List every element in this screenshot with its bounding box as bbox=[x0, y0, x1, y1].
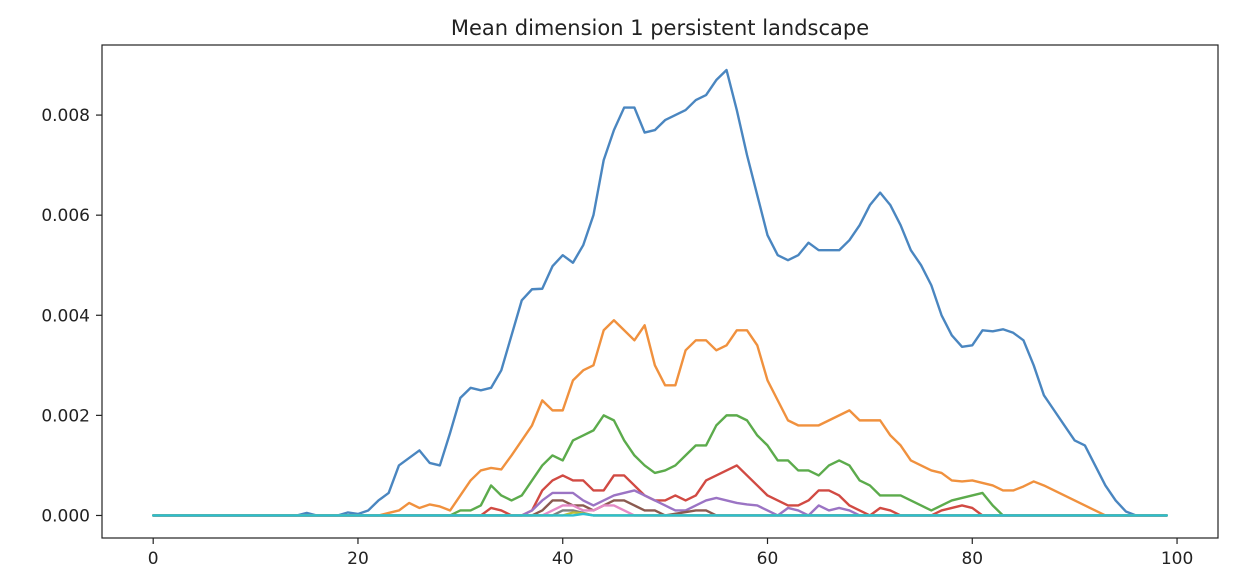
y-tick-label: 0.004 bbox=[41, 306, 90, 326]
series-line-2 bbox=[151, 319, 1169, 517]
chart-title: Mean dimension 1 persistent landscape bbox=[451, 16, 869, 40]
series-line-3 bbox=[151, 414, 1169, 517]
series-line-1 bbox=[151, 68, 1169, 517]
y-tick-label: 0.000 bbox=[41, 506, 90, 526]
x-tick-label: 20 bbox=[347, 549, 369, 569]
y-tick-label: 0.006 bbox=[41, 206, 90, 226]
series-line-7 bbox=[151, 504, 1169, 517]
x-tick-label: 100 bbox=[1161, 549, 1193, 569]
plot-frame bbox=[101, 44, 1219, 539]
y-tick-label: 0.002 bbox=[41, 406, 90, 426]
y-tick-label: 0.008 bbox=[41, 106, 90, 126]
series-line-5 bbox=[151, 489, 1169, 517]
x-tick-label: 40 bbox=[552, 549, 574, 569]
y-axis: 0.000 0.002 0.004 0.006 0.008 bbox=[41, 106, 102, 526]
series-line-6 bbox=[151, 499, 1169, 517]
x-tick-label: 80 bbox=[961, 549, 983, 569]
x-axis: 0 20 40 60 80 100 bbox=[148, 538, 1193, 569]
x-tick-label: 60 bbox=[757, 549, 779, 569]
x-tick-label: 0 bbox=[148, 549, 159, 569]
series-line-4 bbox=[151, 464, 1169, 517]
series-line-10 bbox=[151, 512, 1169, 517]
plot-area bbox=[151, 68, 1169, 517]
